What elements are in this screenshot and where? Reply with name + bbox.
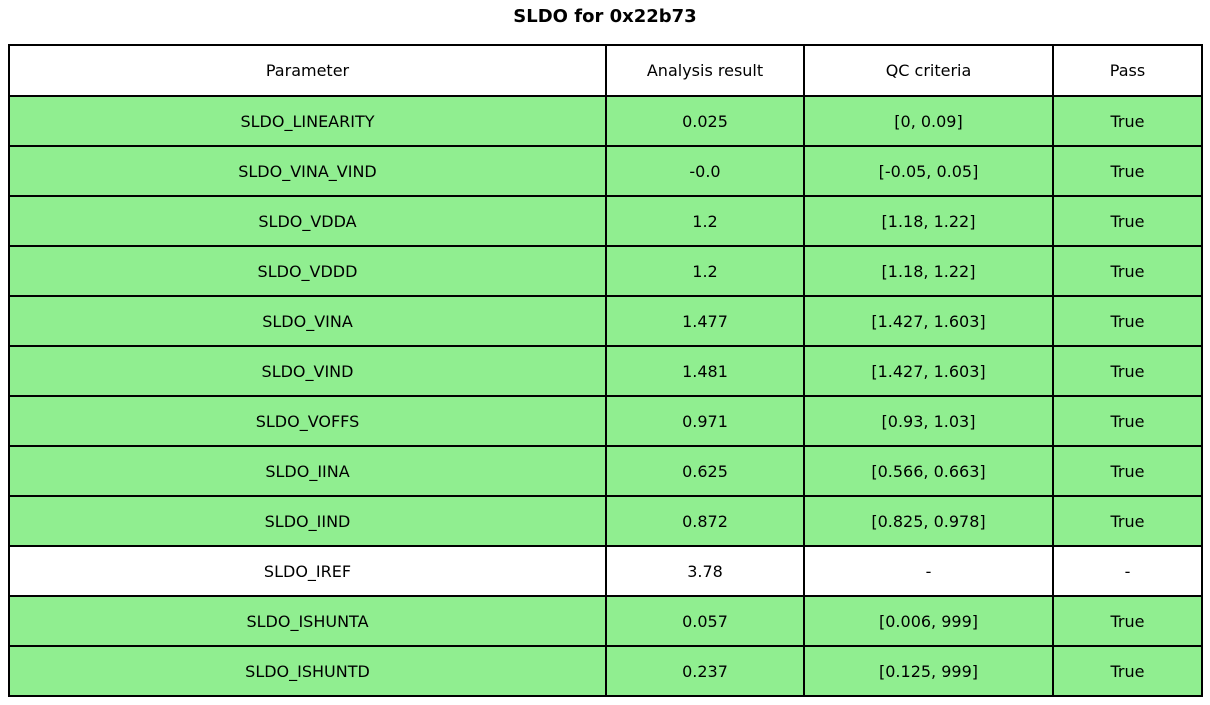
cell-analysis-result: -0.0 bbox=[605, 145, 805, 197]
cell-qc-criteria: [0.006, 999] bbox=[803, 595, 1054, 647]
table-row: SLDO_VINA_VIND -0.0 [-0.05, 0.05] True bbox=[8, 145, 1203, 197]
cell-parameter: SLDO_ISHUNTD bbox=[8, 645, 607, 697]
cell-pass: True bbox=[1052, 295, 1203, 347]
table-body: SLDO_LINEARITY 0.025 [0, 0.09] True SLDO_VIN… bbox=[8, 95, 1203, 697]
cell-parameter: SLDO_VINA_VIND bbox=[8, 145, 607, 197]
cell-qc-criteria: [0.566, 0.663] bbox=[803, 445, 1054, 497]
cell-pass: True bbox=[1052, 395, 1203, 447]
cell-analysis-result: 0.025 bbox=[605, 95, 805, 147]
cell-qc-criteria: [1.427, 1.603] bbox=[803, 295, 1054, 347]
cell-analysis-result: 0.625 bbox=[605, 445, 805, 497]
cell-analysis-result: 1.2 bbox=[605, 245, 805, 297]
table-row: SLDO_IREF 3.78- - bbox=[8, 545, 1203, 597]
cell-pass: True bbox=[1052, 195, 1203, 247]
table-row: SLDO_VDDA 1.2 [1.18, 1.22] True bbox=[8, 195, 1203, 247]
table-row: SLDO_ISHUNTA 0.057 [0.006, 999] True bbox=[8, 595, 1203, 647]
cell-parameter: SLDO_IIND bbox=[8, 495, 607, 547]
cell-pass: - bbox=[1052, 545, 1203, 597]
cell-parameter: SLDO_VINA bbox=[8, 295, 607, 347]
column-header-parameter: Parameter bbox=[8, 44, 607, 97]
cell-qc-criteria: [0.825, 0.978] bbox=[803, 495, 1054, 547]
table-row: SLDO_IIND 0.872 [0.825, 0.978] True bbox=[8, 495, 1203, 547]
cell-analysis-result: 1.481 bbox=[605, 345, 805, 397]
cell-pass: True bbox=[1052, 495, 1203, 547]
cell-analysis-result: 1.2 bbox=[605, 195, 805, 247]
table-row: SLDO_LINEARITY 0.025 [0, 0.09] True bbox=[8, 95, 1203, 147]
cell-qc-criteria: [1.427, 1.603] bbox=[803, 345, 1054, 397]
cell-pass: True bbox=[1052, 645, 1203, 697]
cell-pass: True bbox=[1052, 595, 1203, 647]
cell-analysis-result: 0.237 bbox=[605, 645, 805, 697]
cell-pass: True bbox=[1052, 345, 1203, 397]
cell-qc-criteria: [0, 0.09] bbox=[803, 95, 1054, 147]
column-header-analysis-result: Analysis result bbox=[605, 44, 805, 97]
cell-qc-criteria: - bbox=[803, 545, 1054, 597]
cell-parameter: SLDO_IREF bbox=[8, 545, 607, 597]
cell-parameter: SLDO_ISHUNTA bbox=[8, 595, 607, 647]
table-header-row: Parameter Analysis result QC criteria Pass bbox=[8, 44, 1203, 97]
cell-analysis-result: 1.477 bbox=[605, 295, 805, 347]
cell-qc-criteria: [-0.05, 0.05] bbox=[803, 145, 1054, 197]
table-row: SLDO_ISHUNTD 0.237 [0.125, 999] True bbox=[8, 645, 1203, 697]
cell-analysis-result: 0.057 bbox=[605, 595, 805, 647]
table-row: SLDO_VINA 1.477 [1.427, 1.603] True bbox=[8, 295, 1203, 347]
cell-qc-criteria: [0.125, 999] bbox=[803, 645, 1054, 697]
cell-pass: True bbox=[1052, 95, 1203, 147]
cell-pass: True bbox=[1052, 145, 1203, 197]
qc-table: Parameter Analysis result QC criteria Pass … bbox=[8, 44, 1203, 697]
table-row: SLDO_IINA 0.625 [0.566, 0.663] True bbox=[8, 445, 1203, 497]
cell-qc-criteria: [0.93, 1.03] bbox=[803, 395, 1054, 447]
cell-parameter: SLDO_VDDD bbox=[8, 245, 607, 297]
cell-pass: True bbox=[1052, 245, 1203, 297]
cell-analysis-result: 0.971 bbox=[605, 395, 805, 447]
cell-parameter: SLDO_LINEARITY bbox=[8, 95, 607, 147]
cell-analysis-result: 3.78 bbox=[605, 545, 805, 597]
table-row: SLDO_VDDD 1.2 [1.18, 1.22] True bbox=[8, 245, 1203, 297]
cell-parameter: SLDO_IINA bbox=[8, 445, 607, 497]
cell-qc-criteria: [1.18, 1.22] bbox=[803, 195, 1054, 247]
cell-qc-criteria: [1.18, 1.22] bbox=[803, 245, 1054, 297]
column-header-qc-criteria: QC criteria bbox=[803, 44, 1054, 97]
cell-pass: True bbox=[1052, 445, 1203, 497]
column-header-pass: Pass bbox=[1052, 44, 1203, 97]
cell-parameter: SLDO_VDDA bbox=[8, 195, 607, 247]
cell-analysis-result: 0.872 bbox=[605, 495, 805, 547]
table-row: SLDO_VIND 1.481 [1.427, 1.603] True bbox=[8, 345, 1203, 397]
page-title: SLDO for 0x22b73 bbox=[513, 6, 697, 27]
cell-parameter: SLDO_VIND bbox=[8, 345, 607, 397]
cell-parameter: SLDO_VOFFS bbox=[8, 395, 607, 447]
table-row: SLDO_VOFFS 0.971 [0.93, 1.03] True bbox=[8, 395, 1203, 447]
